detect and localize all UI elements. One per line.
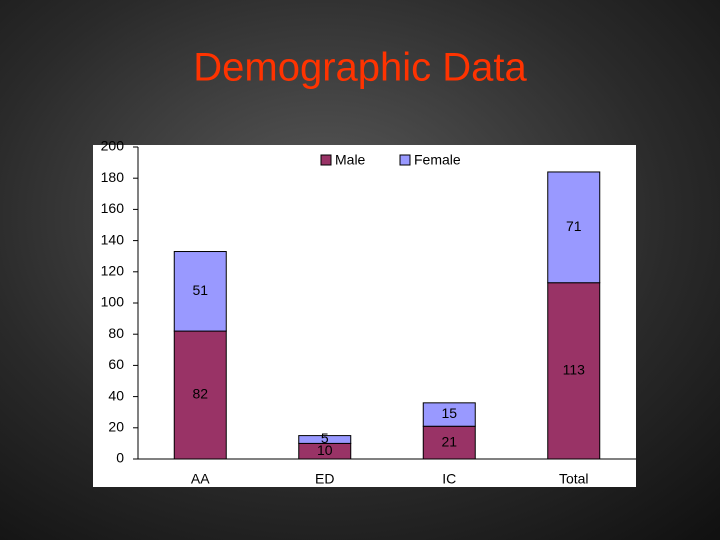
data-label: 71 [566,218,582,234]
legend-label: Male [335,152,366,168]
bar-segment [547,171,601,284]
data-label: 21 [441,433,457,449]
chart-title: Demographic Data [193,46,527,90]
y-tick-label: 40 [108,387,124,403]
data-label: 113 [563,362,586,378]
y-tick-label: 20 [108,419,124,435]
legend-swatch [320,154,332,166]
legend-swatch [399,154,411,166]
bar-segment [422,402,476,427]
y-tick-label: 80 [108,325,124,341]
y-tick-label: 160 [101,200,125,216]
y-tick-label: 120 [101,263,125,279]
y-tick-label: 0 [116,450,124,466]
data-label: 10 [317,442,333,458]
data-label: 15 [441,405,457,421]
x-tick-label: IC [442,471,456,487]
legend-label: Female [414,152,461,168]
data-label: 82 [192,386,208,402]
y-tick-label: 200 [101,138,125,154]
y-tick-label: 180 [101,169,125,185]
x-tick-label: Total [559,471,589,487]
y-tick-label: 60 [108,356,124,372]
data-label: 5 [321,430,329,446]
x-tick-label: ED [315,471,334,487]
x-tick-label: AA [191,471,210,487]
bar-segment [547,282,601,460]
y-tick-label: 140 [101,231,125,247]
y-tick-label: 100 [101,294,125,310]
bar-segment [298,435,352,444]
bar-segment [173,251,227,332]
data-label: 51 [192,282,208,298]
